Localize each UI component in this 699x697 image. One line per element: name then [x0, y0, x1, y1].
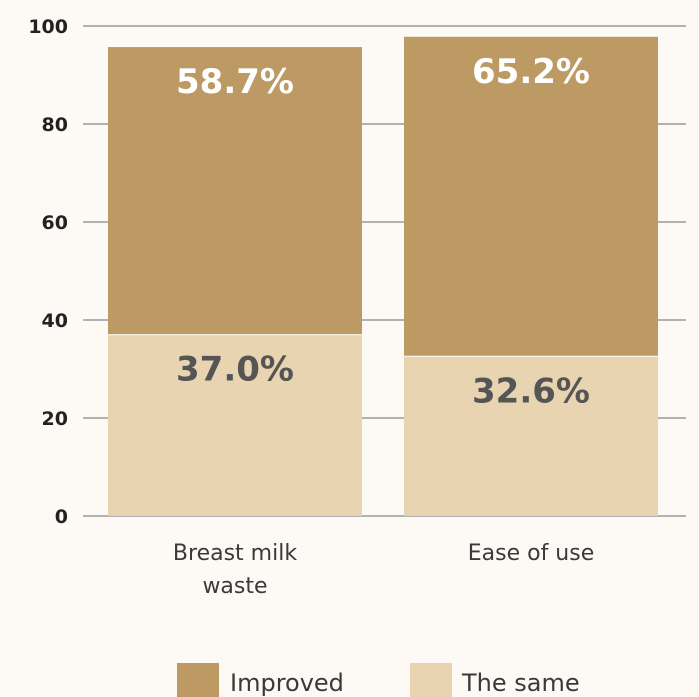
category-label: Breast milk [173, 541, 297, 566]
y-tick-label: 100 [28, 16, 68, 38]
data-label: 37.0% [176, 350, 294, 390]
data-label: 58.7% [176, 62, 294, 102]
y-tick-label: 0 [55, 506, 68, 528]
legend-swatch [410, 663, 452, 697]
y-axis: 0 20 40 60 80 100 [28, 16, 68, 528]
data-label: 65.2% [472, 52, 590, 92]
bar-segment-improved [108, 47, 362, 335]
data-label: 32.6% [472, 371, 590, 411]
y-tick-label: 20 [42, 408, 68, 430]
legend-label: The same [461, 669, 580, 697]
legend: Improved The same [177, 663, 580, 697]
legend-swatch [177, 663, 219, 697]
y-tick-label: 60 [42, 212, 68, 234]
y-tick-label: 40 [42, 310, 68, 332]
bar-segment-improved [404, 36, 658, 357]
category-label: Ease of use [468, 541, 595, 566]
category-label: waste [202, 574, 267, 599]
bar-segment-same [404, 356, 658, 516]
bar-segment-same [108, 334, 362, 516]
x-axis-labels: Breast milk waste Ease of use [173, 541, 594, 599]
y-tick-label: 80 [42, 114, 68, 136]
bars: 37.0% 58.7% 32.6% 65.2% [108, 36, 658, 516]
legend-label: Improved [230, 669, 344, 697]
